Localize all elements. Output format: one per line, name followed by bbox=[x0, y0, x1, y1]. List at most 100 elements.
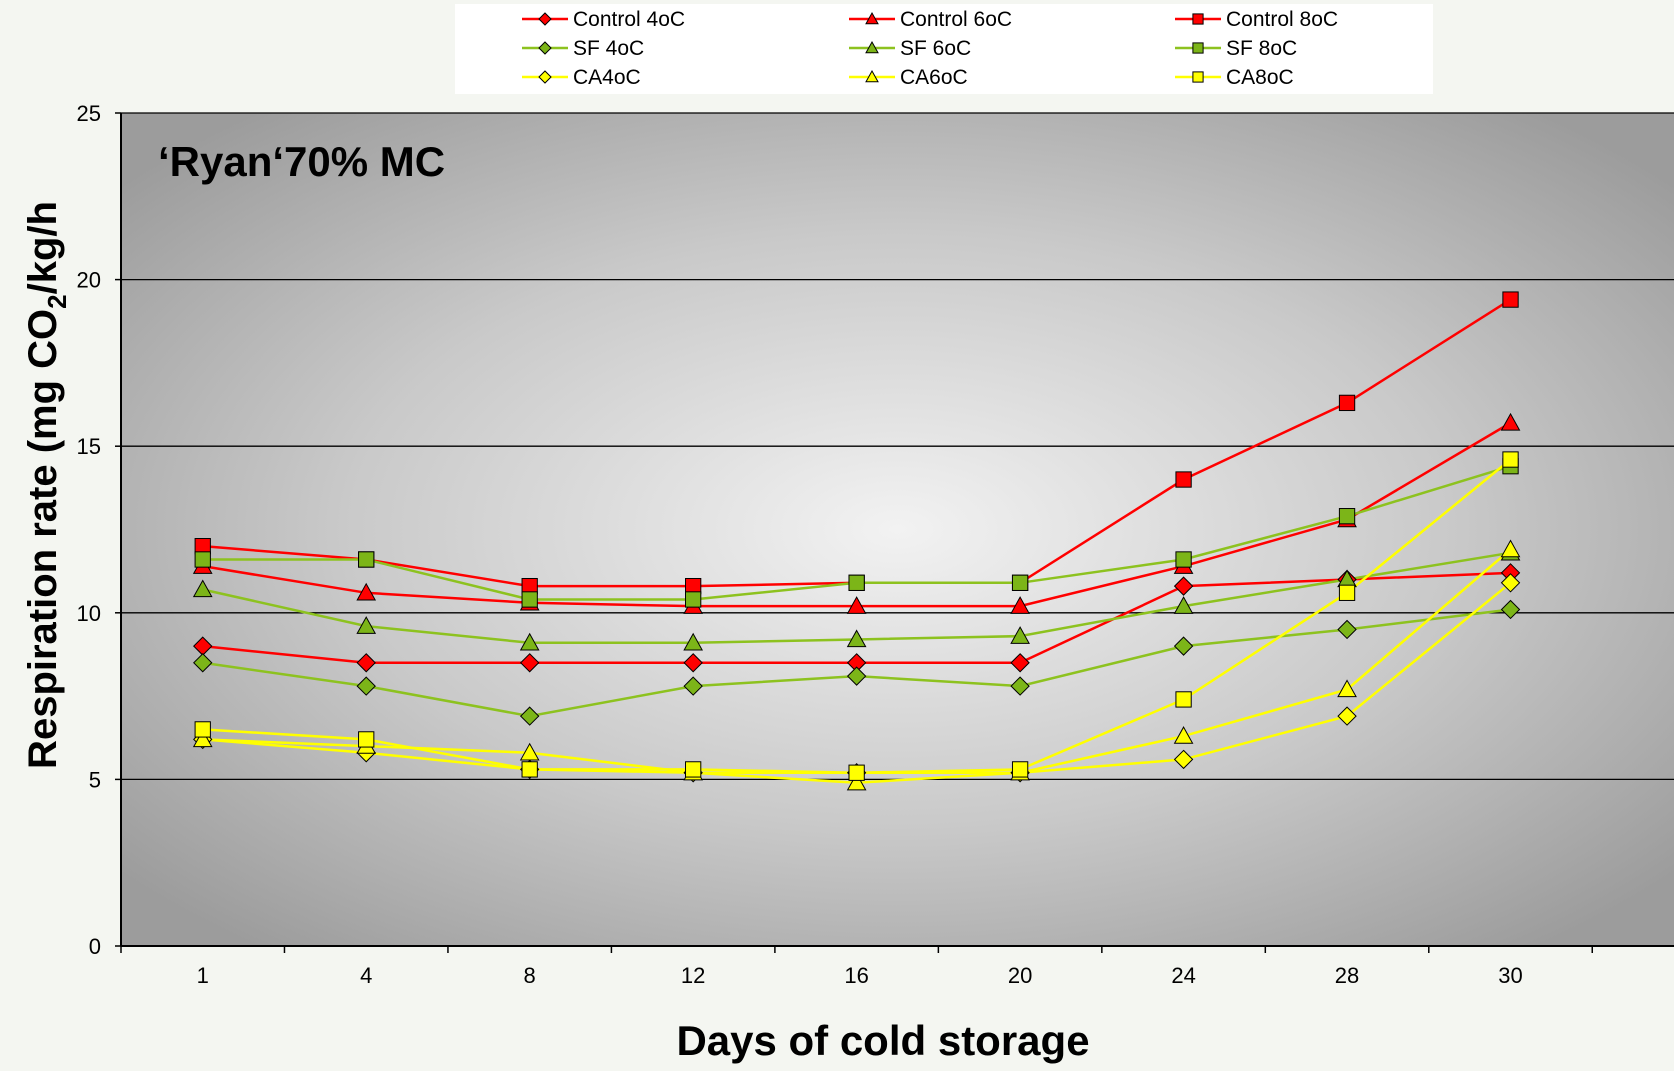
legend-entry-label: Control 6oC bbox=[900, 8, 1012, 31]
x-tick-label: 24 bbox=[1171, 963, 1195, 988]
x-tick-label: 8 bbox=[524, 963, 536, 988]
data-point bbox=[519, 742, 540, 761]
data-point bbox=[1175, 551, 1192, 568]
data-point bbox=[519, 706, 540, 726]
data-point bbox=[1502, 451, 1519, 468]
data-point bbox=[1338, 584, 1356, 601]
data-point bbox=[356, 582, 377, 601]
data-point bbox=[193, 653, 213, 673]
legend-entry-label: SF 4oC bbox=[573, 37, 644, 60]
data-point bbox=[1337, 619, 1357, 640]
data-point bbox=[356, 676, 376, 696]
data-point bbox=[1011, 574, 1029, 591]
legend-swatch-marker bbox=[865, 11, 879, 25]
data-point bbox=[1173, 726, 1194, 744]
data-point bbox=[521, 761, 538, 778]
data-point bbox=[519, 653, 540, 673]
x-tick-label: 4 bbox=[360, 963, 372, 988]
y-tick-label: 5 bbox=[89, 767, 101, 792]
legend-swatch-marker bbox=[1192, 13, 1204, 25]
legend-entry-label: CA8oC bbox=[1226, 66, 1294, 89]
data-point bbox=[1338, 508, 1356, 525]
legend-swatch-marker bbox=[538, 70, 552, 84]
y-tick-label: 15 bbox=[77, 434, 101, 459]
y-tick-label: 20 bbox=[77, 268, 101, 293]
series-layer bbox=[192, 291, 1521, 791]
data-point bbox=[356, 653, 376, 673]
legend: Control 4oC Control 6oC Control 8oC SF 4oC S… bbox=[455, 4, 1433, 94]
data-point bbox=[1500, 599, 1521, 620]
data-point bbox=[1173, 576, 1194, 596]
y-tick-label: 10 bbox=[77, 601, 101, 626]
data-point bbox=[1500, 412, 1521, 431]
legend-swatch-marker bbox=[865, 40, 879, 54]
data-point bbox=[1338, 394, 1356, 412]
legend-swatch-marker bbox=[538, 41, 552, 55]
data-point bbox=[846, 772, 867, 791]
y-axis-title-main: Respiration rate (mg CO bbox=[21, 309, 65, 769]
data-point bbox=[1500, 539, 1521, 558]
y-axis-title-subscript: 2 bbox=[42, 294, 72, 308]
data-point bbox=[356, 616, 377, 634]
data-point bbox=[846, 596, 867, 614]
data-point bbox=[519, 632, 540, 651]
x-axis-title: Days of cold storage bbox=[676, 1017, 1089, 1064]
data-point bbox=[1010, 653, 1030, 673]
y-axis-title: Respiration rate (mg CO2/kg/h bbox=[21, 201, 72, 769]
data-point bbox=[358, 551, 375, 568]
grid-lines bbox=[121, 112, 1674, 781]
x-tick-label: 16 bbox=[844, 963, 868, 988]
x-tick-label: 28 bbox=[1335, 963, 1359, 988]
legend-entry-label: CA4oC bbox=[573, 66, 641, 89]
data-point bbox=[1502, 291, 1519, 308]
chart-annotation: ‘Ryan‘70% MC bbox=[158, 138, 445, 185]
legend-swatch-marker bbox=[1192, 71, 1204, 83]
data-point bbox=[358, 731, 375, 748]
data-point bbox=[1011, 761, 1029, 778]
data-point bbox=[683, 676, 703, 696]
x-tick-label: 20 bbox=[1008, 963, 1032, 988]
data-point bbox=[1337, 679, 1357, 698]
data-point bbox=[1173, 636, 1194, 656]
data-point bbox=[1337, 706, 1357, 726]
data-point bbox=[848, 574, 865, 591]
data-point bbox=[848, 764, 865, 781]
data-point bbox=[1010, 626, 1030, 644]
data-point bbox=[1173, 749, 1194, 770]
y-tick-label: 25 bbox=[77, 101, 101, 126]
axes: 0 5 10 15 20 25 1 4 8 12 16 20 24 28 30 bbox=[77, 101, 1674, 988]
legend-entry-label: Control 4oC bbox=[573, 8, 685, 31]
data-point bbox=[1010, 676, 1030, 696]
legend-entry-label: SF 8oC bbox=[1226, 37, 1297, 60]
data-point bbox=[683, 632, 704, 651]
legend-entry-label: CA6oC bbox=[900, 66, 968, 89]
data-point bbox=[521, 591, 538, 608]
data-point bbox=[683, 653, 703, 673]
data-point bbox=[1175, 471, 1192, 488]
data-point bbox=[194, 551, 211, 568]
data-point bbox=[192, 729, 213, 748]
legend-entry-label: SF 6oC bbox=[900, 37, 971, 60]
data-point bbox=[1010, 596, 1030, 614]
plot-area bbox=[121, 113, 1674, 946]
legend-swatch-marker bbox=[1192, 42, 1204, 54]
y-tick-label: 0 bbox=[89, 934, 101, 959]
data-point bbox=[1175, 691, 1192, 708]
legend-swatch-marker bbox=[538, 12, 552, 26]
x-tick-label: 12 bbox=[681, 963, 705, 988]
data-point bbox=[846, 629, 867, 648]
data-point bbox=[1173, 596, 1194, 614]
y-axis-title-end: /kg/h bbox=[21, 201, 65, 294]
data-point bbox=[1500, 573, 1521, 593]
legend-box bbox=[455, 4, 1433, 94]
x-tick-label: 30 bbox=[1498, 963, 1522, 988]
data-point bbox=[685, 591, 702, 608]
data-point bbox=[192, 579, 213, 598]
data-point bbox=[685, 761, 702, 778]
data-point bbox=[194, 721, 211, 738]
legend-swatch-marker bbox=[865, 69, 879, 83]
legend-entry-label: Control 8oC bbox=[1226, 8, 1338, 31]
x-tick-label: 1 bbox=[197, 963, 209, 988]
